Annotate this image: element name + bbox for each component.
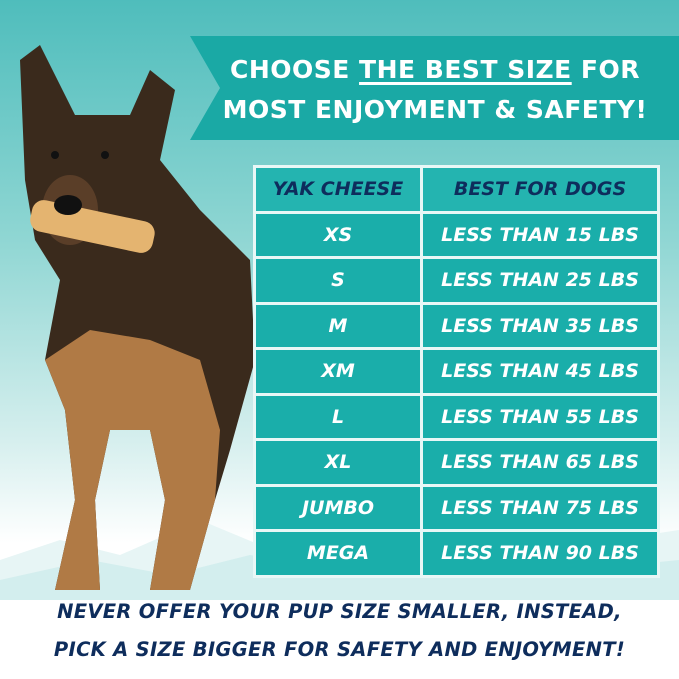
header-banner <box>190 36 679 140</box>
size-cell: MEGA <box>253 529 423 578</box>
table-row: L LESS THAN 55 LBS <box>253 392 660 441</box>
weight-cell: LESS THAN 45 LBS <box>420 347 660 396</box>
weight-cell: LESS THAN 90 LBS <box>420 529 660 578</box>
footer-line2: PICK A SIZE BIGGER FOR SAFETY AND ENJOYM… <box>53 638 626 661</box>
table-row: XM LESS THAN 45 LBS <box>253 347 660 396</box>
banner-line1-underlined: THE BEST SIZE <box>359 55 572 84</box>
size-cell: XM <box>253 347 423 396</box>
size-cell: XS <box>253 210 423 259</box>
banner-title: CHOOSE THE BEST SIZE FOR MOST ENJOYMENT … <box>215 50 655 130</box>
size-cell: M <box>253 301 423 350</box>
table-row: MEGA LESS THAN 90 LBS <box>253 529 660 578</box>
banner-line1-post: FOR <box>571 55 641 84</box>
footer-line1: NEVER OFFER YOUR PUP SIZE SMALLER, INSTE… <box>57 600 622 623</box>
weight-cell: LESS THAN 15 LBS <box>420 210 660 259</box>
table-row: XS LESS THAN 15 LBS <box>253 210 660 259</box>
weight-cell: LESS THAN 75 LBS <box>420 483 660 532</box>
size-cell: S <box>253 256 423 305</box>
header-best-for-dogs: BEST FOR DOGS <box>420 165 660 214</box>
weight-cell: LESS THAN 65 LBS <box>420 438 660 487</box>
weight-cell: LESS THAN 35 LBS <box>420 301 660 350</box>
size-chart-table: YAK CHEESE BEST FOR DOGS XS LESS THAN 15 … <box>253 165 660 578</box>
dog-photo <box>20 45 255 590</box>
table-row: JUMBO LESS THAN 75 LBS <box>253 483 660 532</box>
footer-note: NEVER OFFER YOUR PUP SIZE SMALLER, INSTE… <box>0 593 679 669</box>
header-yak-cheese: YAK CHEESE <box>253 165 423 214</box>
banner-line2: MOST ENJOYMENT & SAFETY! <box>222 95 648 124</box>
table-row: S LESS THAN 25 LBS <box>253 256 660 305</box>
size-cell: JUMBO <box>253 483 423 532</box>
table-row: XL LESS THAN 65 LBS <box>253 438 660 487</box>
banner-line1-pre: CHOOSE <box>229 55 360 84</box>
table-row: M LESS THAN 35 LBS <box>253 301 660 350</box>
weight-cell: LESS THAN 55 LBS <box>420 392 660 441</box>
weight-cell: LESS THAN 25 LBS <box>420 256 660 305</box>
size-cell: XL <box>253 438 423 487</box>
size-cell: L <box>253 392 423 441</box>
table-header-row: YAK CHEESE BEST FOR DOGS <box>253 165 660 214</box>
